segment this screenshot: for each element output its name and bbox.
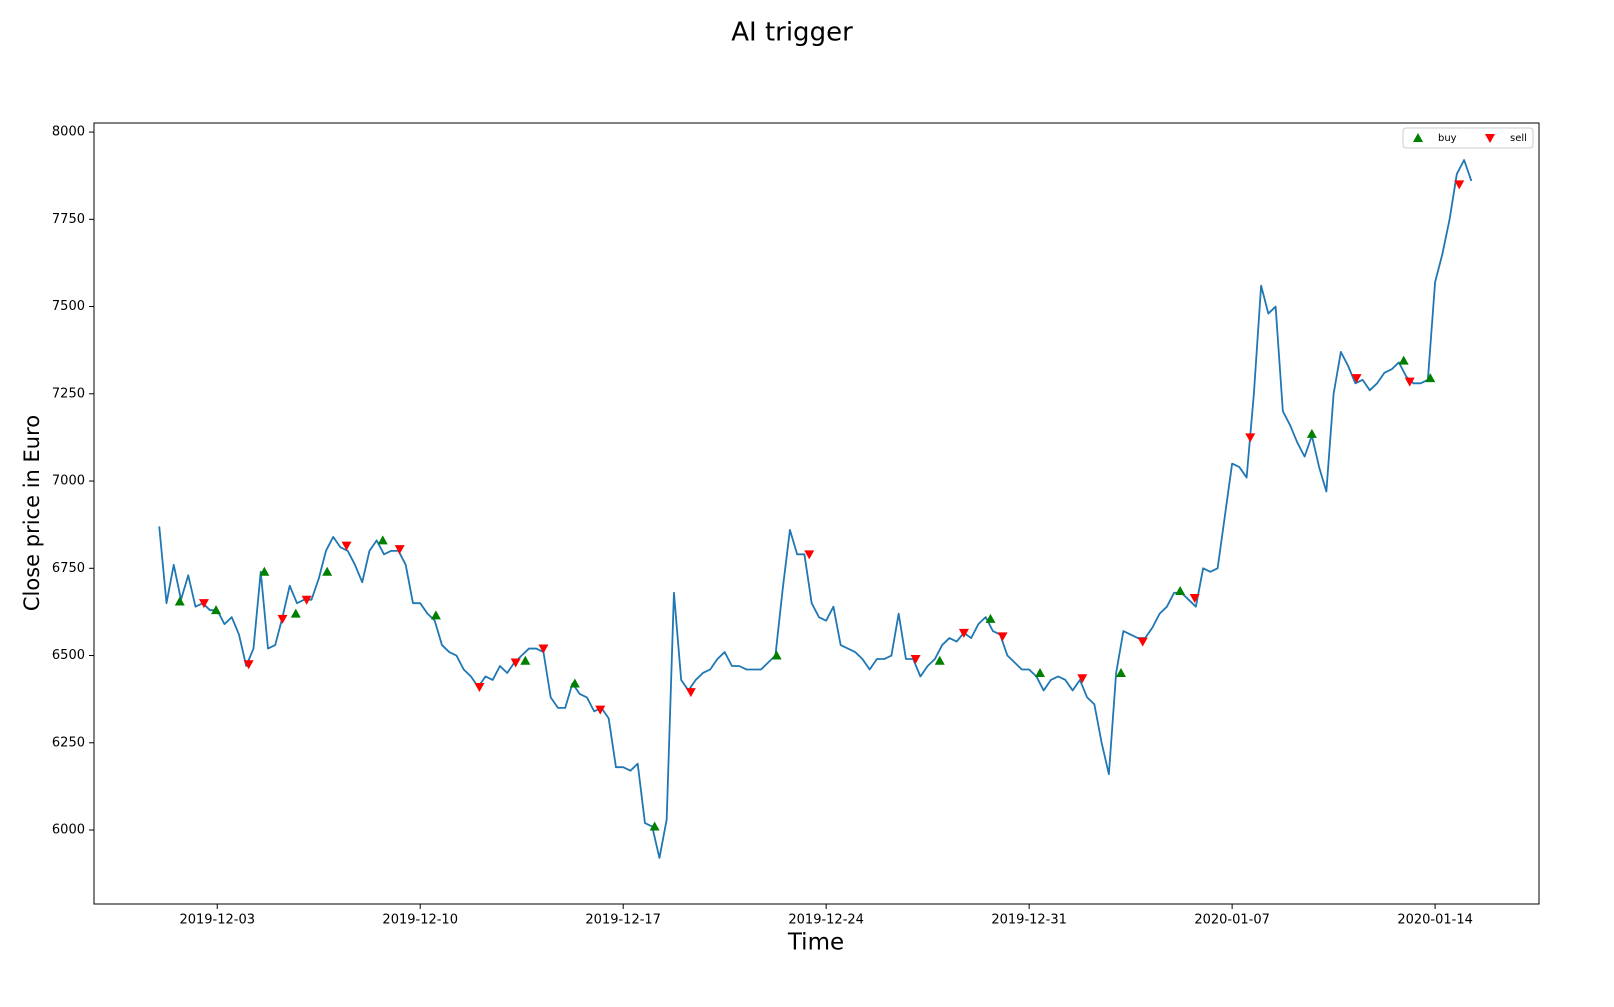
- y-tick-label: 8000: [52, 125, 85, 140]
- x-tick-label: 2020-01-07: [1194, 913, 1270, 928]
- sell-marker: [198, 599, 209, 609]
- y-tick-label: 7250: [52, 386, 85, 401]
- legend-label: buy: [1438, 133, 1457, 144]
- y-tick-label: 6750: [52, 561, 85, 576]
- y-tick-label: 6250: [52, 735, 85, 750]
- legend-marker: [1413, 133, 1423, 142]
- buy-marker: [377, 535, 388, 545]
- sell-marker: [685, 688, 696, 698]
- plot-frame: [93, 122, 1540, 905]
- sell-marker: [1351, 374, 1362, 384]
- y-tick-label: 6000: [52, 823, 85, 838]
- sell-marker: [510, 658, 521, 668]
- sell-marker: [1189, 593, 1200, 603]
- x-tick-label: 2020-01-14: [1397, 913, 1473, 928]
- sell-marker: [1245, 433, 1256, 443]
- x-tick-label: 2019-12-10: [382, 913, 458, 928]
- buy-marker: [985, 613, 996, 623]
- x-tick-label: 2019-12-03: [179, 913, 255, 928]
- buy-marker: [1306, 428, 1317, 438]
- sell-marker: [595, 705, 606, 715]
- buy-marker: [520, 655, 531, 665]
- buy-marker: [211, 605, 222, 615]
- buy-marker: [1035, 667, 1046, 677]
- sell-marker: [1077, 674, 1088, 684]
- x-axis-label: Time: [787, 930, 844, 956]
- price-line: [158, 159, 1473, 859]
- sell-marker: [538, 644, 549, 654]
- x-tick-label: 2019-12-24: [788, 913, 864, 928]
- sell-marker: [394, 545, 405, 555]
- buy-marker: [259, 566, 270, 576]
- y-axis-label: Close price in Euro: [20, 415, 44, 611]
- buy-marker: [430, 610, 441, 620]
- legend-marker: [1485, 134, 1495, 143]
- buy-marker: [1398, 355, 1409, 365]
- buy-marker: [174, 596, 185, 606]
- chart-title: AI trigger: [731, 18, 853, 48]
- sell-marker: [277, 614, 288, 624]
- legend-label: sell: [1510, 133, 1527, 144]
- buy-marker: [771, 650, 782, 660]
- sell-marker: [1454, 180, 1465, 190]
- buy-marker: [290, 608, 301, 618]
- sell-marker: [243, 660, 254, 670]
- sell-marker: [474, 682, 485, 692]
- sell-marker: [804, 550, 815, 560]
- sell-marker: [910, 655, 921, 665]
- buy-marker: [569, 678, 580, 688]
- buy-marker: [1175, 585, 1186, 595]
- buy-marker: [1115, 667, 1126, 677]
- buy-marker: [649, 821, 660, 831]
- sell-marker: [958, 628, 969, 638]
- buy-marker: [322, 566, 333, 576]
- buy-marker: [1425, 373, 1436, 383]
- y-tick-label: 7000: [52, 474, 85, 489]
- sell-marker: [1404, 377, 1415, 387]
- sell-marker: [1137, 637, 1148, 647]
- y-tick-label: 7750: [52, 212, 85, 227]
- legend-box: [1402, 127, 1534, 149]
- x-tick-label: 2019-12-17: [585, 913, 661, 928]
- x-tick-label: 2019-12-31: [991, 913, 1067, 928]
- sell-marker: [341, 541, 352, 551]
- y-tick-label: 6500: [52, 648, 85, 663]
- sell-marker: [301, 595, 312, 605]
- buy-marker: [934, 655, 945, 665]
- sell-marker: [997, 632, 1008, 642]
- y-tick-label: 7500: [52, 299, 85, 314]
